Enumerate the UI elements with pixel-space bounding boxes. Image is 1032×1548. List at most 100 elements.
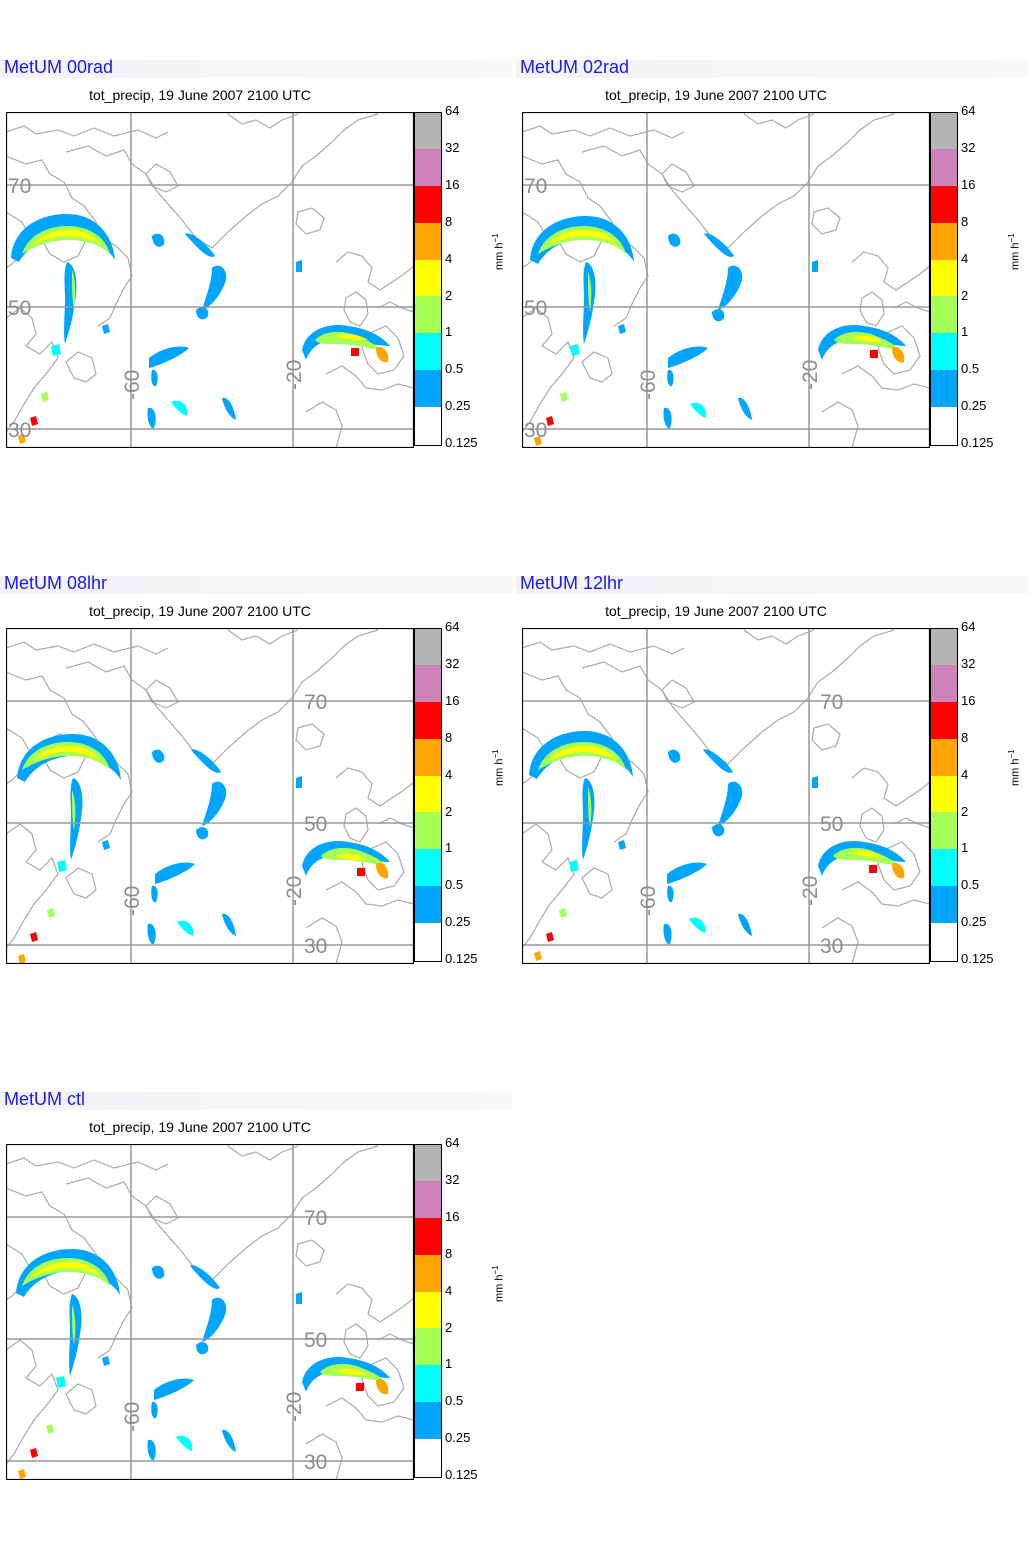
coastline: [581, 351, 613, 383]
colorbar-tick-label: 16: [445, 176, 460, 192]
colorbar-unit: mm h−1: [491, 749, 506, 786]
colorbar-tick-label: 8: [961, 213, 969, 229]
precip-cell: [356, 1383, 364, 1391]
precip-cell: [668, 749, 681, 763]
graticule-labels: 70 50 30 -60 -20: [524, 175, 822, 442]
panel-header: [0, 576, 512, 594]
colorbar-segment: [414, 185, 442, 223]
lat-label-50: 50: [8, 297, 31, 320]
colorbar-segment: [414, 849, 442, 887]
colorbar-segment: [930, 738, 958, 776]
colorbar-tick-label: 1: [445, 840, 453, 856]
precip-cell: [151, 885, 158, 903]
colorbar: [414, 112, 442, 446]
colorbar-tick-label: 64: [445, 103, 460, 118]
colorbar: [930, 628, 958, 962]
colorbar-tick-label: 0.125: [445, 1467, 478, 1483]
colorbar: [414, 628, 442, 962]
precip-cell: [149, 346, 189, 368]
colorbar-segment: [414, 259, 442, 297]
precip-cell: [196, 827, 209, 840]
lat-label-50: 50: [304, 1329, 327, 1352]
colorbar-segment: [414, 1328, 442, 1366]
precip-cell: [151, 369, 158, 387]
precip-cell: [663, 923, 672, 945]
coastline: [6, 1339, 59, 1465]
colorbar-tick-label: 1: [961, 840, 969, 856]
precip-cell: [302, 841, 390, 876]
colorbar-segment: [414, 1402, 442, 1440]
colorbar-unit: mm h−1: [1007, 749, 1022, 786]
precip-cell: [46, 1424, 54, 1434]
coastline: [6, 823, 59, 949]
colorbar-tick-label: 8: [445, 1245, 453, 1261]
coastline: [743, 629, 815, 645]
colorbar-segment: [414, 1291, 442, 1329]
coastline: [343, 291, 369, 327]
colorbar-segment: [414, 1217, 442, 1255]
graticule-labels: 70 50 30 -60 -20: [121, 1207, 327, 1474]
precip-cell: [34, 230, 100, 244]
precip-cell: [712, 309, 725, 322]
colorbar-tick-label: 2: [445, 287, 453, 303]
precip-cell: [302, 325, 390, 360]
colorbar-segment: [414, 886, 442, 924]
colorbar-segment: [414, 407, 442, 445]
colorbar-segment: [414, 1180, 442, 1218]
precip-map: 70 50 30 -60 -20: [522, 112, 930, 448]
precip-cell: [357, 868, 365, 876]
colorbar-tick-label: 2: [961, 803, 969, 819]
coastline: [325, 881, 414, 907]
coastline: [522, 641, 685, 655]
precip-cell: [72, 1305, 76, 1345]
coastline: [377, 817, 414, 829]
colorbar-tick-label: 16: [961, 176, 976, 192]
coastline: [661, 679, 695, 709]
precip-cell: [570, 344, 580, 356]
panel-subtitle: tot_precip, 19 June 2007 2100 UTC: [89, 603, 311, 619]
panel-subtitle: tot_precip, 19 June 2007 2100 UTC: [605, 603, 827, 619]
lat-label-70: 70: [8, 175, 31, 198]
colorbar-segment: [414, 296, 442, 334]
colorbar-segment: [930, 370, 958, 408]
coastline: [227, 113, 299, 129]
map-background: [6, 628, 414, 964]
colorbar-unit: mm h−1: [491, 233, 506, 270]
precip-cell: [550, 230, 616, 244]
colorbar-tick-label: 32: [445, 139, 460, 155]
map-frame: [6, 1144, 414, 1480]
precip-cell: [18, 434, 26, 444]
colorbar-frame: [414, 1144, 442, 1478]
coastline: [6, 307, 59, 433]
colorbar-frame: [414, 628, 442, 962]
lon-label-east: -20: [283, 876, 306, 906]
precip-cell: [196, 1342, 209, 1355]
colorbar-segment: [930, 148, 958, 186]
precip-cell: [618, 840, 626, 850]
colorbar-segment: [930, 628, 958, 665]
precip-cell: [22, 1258, 110, 1286]
precip-cell: [34, 746, 100, 760]
colorbar-tick-label: 0.5: [445, 1393, 464, 1409]
precip-cell: [667, 369, 674, 387]
precip-cell: [530, 216, 634, 264]
precip-cell: [690, 402, 707, 418]
precip-cell: [222, 397, 236, 420]
coastline: [377, 1333, 414, 1345]
precip-cell: [812, 776, 818, 788]
coastline: [821, 401, 859, 448]
colorbar-tick-label: 0.25: [445, 914, 471, 930]
precip-cell: [833, 847, 899, 866]
precip-cell: [667, 862, 707, 884]
colorbar-tick-label: 0.25: [961, 398, 987, 414]
coastline: [295, 723, 325, 751]
colorbar-frame: [930, 112, 958, 446]
panel-title: MetUM ctl: [4, 1089, 85, 1109]
precip-cell: [196, 307, 209, 320]
map-background: [6, 1144, 414, 1480]
map-panel: MetUM 12lhr tot_precip, 19 June 2007 210…: [516, 573, 1030, 1016]
coastline: [65, 867, 97, 899]
panel-title: MetUM 12lhr: [520, 573, 624, 593]
coastline: [305, 401, 343, 448]
precip-cell: [190, 1265, 220, 1289]
